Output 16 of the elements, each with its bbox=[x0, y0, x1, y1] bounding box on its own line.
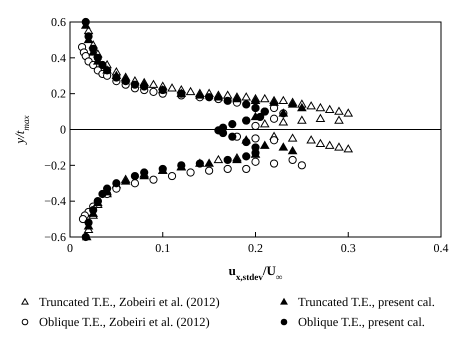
legend-label: Truncated T.E., present cal. bbox=[298, 295, 435, 309]
y-tick-label: 0.6 bbox=[51, 15, 66, 29]
legend-label: Oblique T.E., present cal. bbox=[298, 315, 425, 329]
x-tick-label: 0.4 bbox=[434, 241, 448, 255]
legend-label: Truncated T.E., Zobeiri et al. (2012) bbox=[39, 295, 220, 309]
y-tick-label: 0.2 bbox=[51, 86, 66, 101]
y-tick-label: 0.4 bbox=[51, 50, 66, 65]
x-tick-label: 0.2 bbox=[248, 241, 263, 255]
y-tick-label: −0.6 bbox=[44, 230, 66, 244]
x-tick-label: 0.3 bbox=[340, 241, 356, 255]
x-tick-label: 0.1 bbox=[155, 241, 170, 255]
y-tick-label: −0.2 bbox=[44, 158, 66, 172]
y-tick-label: 0 bbox=[60, 122, 66, 136]
legend-label: Oblique T.E., Zobeiri et al. (2012) bbox=[39, 315, 210, 329]
x-axis-title: u$_{x,stdev}$/U$_{∞}$ bbox=[228, 263, 283, 282]
y-tick-label: −0.4 bbox=[44, 194, 66, 208]
